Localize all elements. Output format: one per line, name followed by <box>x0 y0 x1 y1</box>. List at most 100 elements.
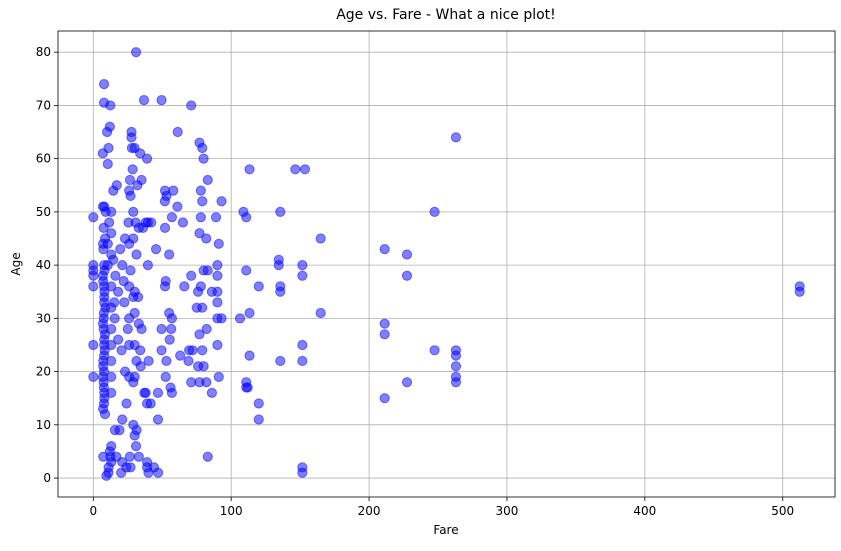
y-tick-label: 50 <box>36 205 51 219</box>
scatter-point <box>297 355 308 367</box>
scatter-point <box>124 451 135 462</box>
scatter-point <box>244 164 255 175</box>
scatter-point <box>135 345 146 356</box>
scatter-point <box>108 254 119 265</box>
scatter-point <box>125 265 136 276</box>
scatter-point <box>106 355 117 367</box>
y-tick-label: 20 <box>36 365 51 379</box>
scatter-point <box>297 339 308 351</box>
scatter-point <box>216 196 227 207</box>
scatter-point <box>102 158 113 170</box>
points-layer <box>88 47 805 481</box>
scatter-point <box>166 313 177 324</box>
scatter-point <box>297 270 308 281</box>
x-tick-label: 500 <box>771 504 794 518</box>
scatter-point <box>133 291 144 303</box>
scatter-point <box>152 387 164 398</box>
scatter-point <box>104 217 115 228</box>
scatter-point <box>159 222 171 233</box>
scatter-point <box>98 97 110 108</box>
scatter-point <box>201 233 212 244</box>
scatter-point <box>136 174 147 186</box>
scatter-point <box>212 297 223 308</box>
scatter-point <box>194 228 205 239</box>
scatter-point <box>106 339 117 351</box>
scatter-point <box>212 339 223 351</box>
scatter-point <box>156 94 167 106</box>
scatter-point <box>175 350 186 361</box>
scatter-point <box>97 148 108 159</box>
scatter-point <box>106 228 117 239</box>
scatter-point <box>186 100 197 111</box>
scatter-point <box>121 398 132 409</box>
scatter-point <box>183 355 194 367</box>
scatter-point <box>234 313 246 324</box>
scatter-point <box>115 244 126 255</box>
scatter-point <box>106 441 117 452</box>
scatter-point <box>88 281 99 292</box>
y-tick-label: 70 <box>36 98 51 112</box>
scatter-point <box>253 398 264 409</box>
scatter-point <box>135 361 146 372</box>
scatter-point <box>379 329 390 340</box>
scatter-point <box>273 260 284 271</box>
scatter-point <box>212 270 223 281</box>
y-tick-label: 40 <box>36 258 51 272</box>
scatter-point <box>210 212 222 223</box>
chart-title: Age vs. Fare - What a nice plot! <box>336 7 556 23</box>
scatter-point <box>106 371 117 383</box>
scatter-point <box>197 196 208 207</box>
scatter-point <box>124 174 136 186</box>
scatter-point <box>315 233 326 244</box>
scatter-point <box>88 212 99 223</box>
y-tick-label: 0 <box>43 471 51 485</box>
scatter-point <box>113 334 124 345</box>
scatter-point <box>106 206 117 217</box>
scatter-point <box>195 185 206 196</box>
scatter-point <box>244 307 255 319</box>
scatter-point <box>146 217 157 228</box>
scatter-point <box>88 260 99 271</box>
scatter-point <box>198 153 209 164</box>
scatter-point <box>164 249 175 260</box>
scatter-point <box>130 47 142 58</box>
x-tick-label: 200 <box>358 504 381 518</box>
scatter-point <box>297 260 308 271</box>
axes-frame <box>57 30 836 498</box>
scatter-point <box>160 371 171 383</box>
scatter-point <box>143 355 154 367</box>
scatter-point <box>131 249 142 260</box>
scatter-point <box>201 377 212 388</box>
scatter-point <box>138 94 150 106</box>
scatter-point <box>275 355 286 367</box>
y-tick-label: 30 <box>36 311 51 325</box>
scatter-point <box>152 414 164 425</box>
scatter-point <box>136 323 147 335</box>
scatter-point <box>129 371 140 383</box>
scatter-point <box>166 387 177 398</box>
scatter-point <box>140 387 151 398</box>
scatter-point <box>238 206 249 217</box>
scatter-point <box>242 382 253 393</box>
scatter-point <box>202 451 213 462</box>
scatter-point <box>101 126 113 138</box>
scatter-point <box>129 307 140 319</box>
scatter-point <box>130 441 142 452</box>
scatter-point <box>113 286 124 297</box>
scatter-point <box>401 249 413 260</box>
scatter-point <box>128 206 139 217</box>
scatter-point <box>198 361 209 372</box>
scatter-point <box>160 275 171 287</box>
scatter-point <box>201 323 212 335</box>
scatter-point <box>187 345 198 356</box>
scatter-point <box>379 393 390 404</box>
scatter-point <box>156 345 167 356</box>
scatter-point <box>106 323 117 335</box>
x-tick-label: 100 <box>220 504 243 518</box>
scatter-point <box>88 371 99 383</box>
scatter-point <box>127 164 138 175</box>
scatter-point <box>110 270 121 281</box>
scatter-point <box>106 281 117 292</box>
